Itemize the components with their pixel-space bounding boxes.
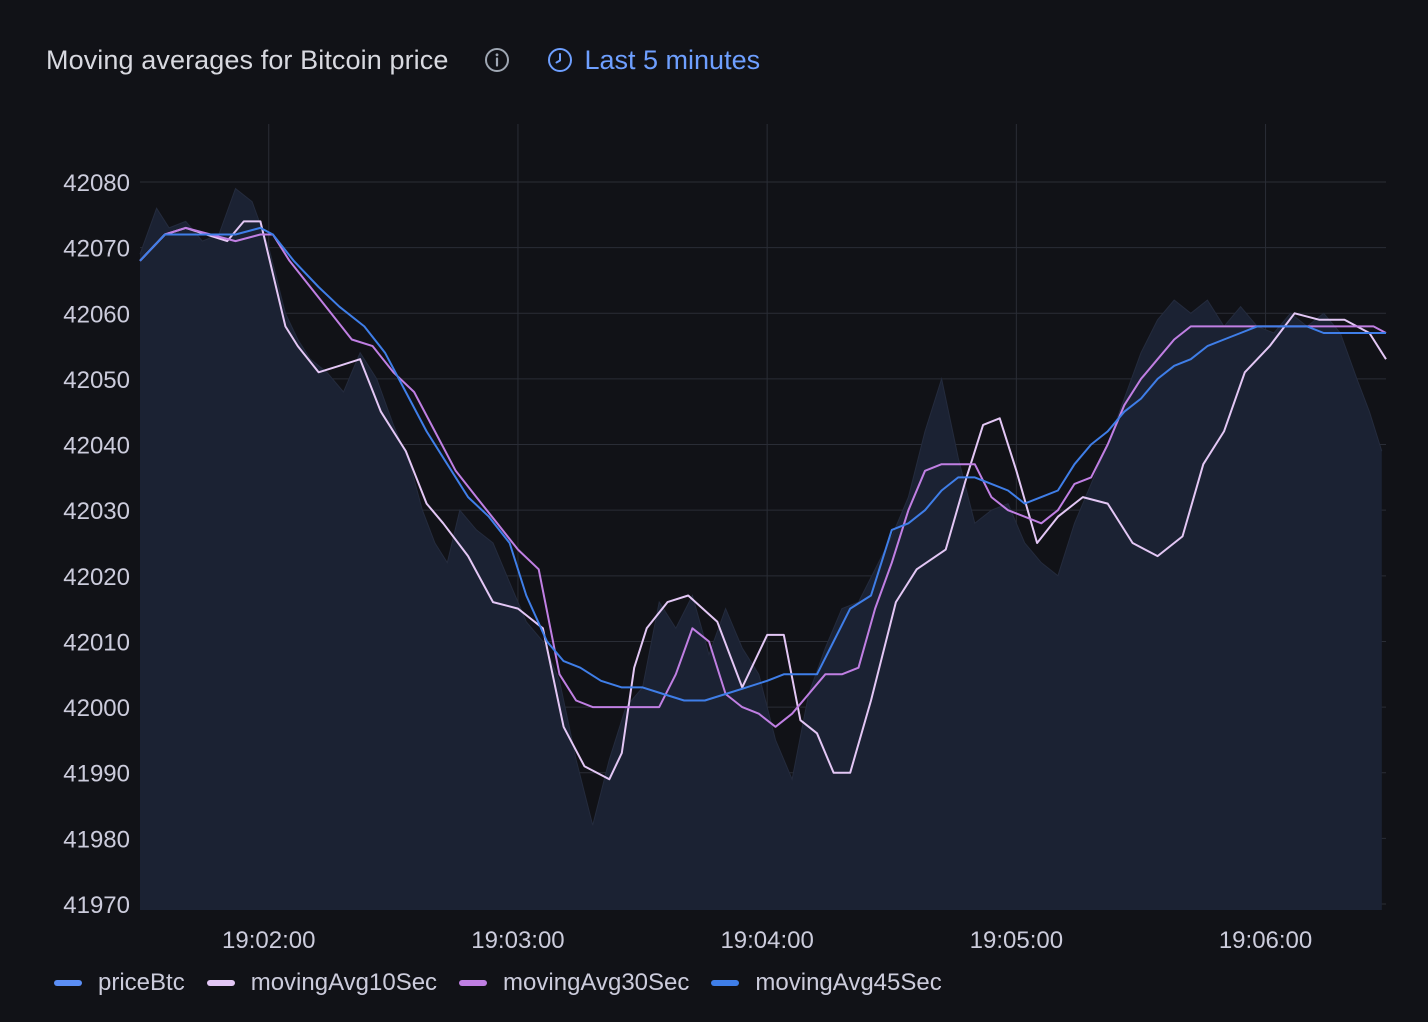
time-range-button[interactable]: Last 5 minutes	[547, 44, 761, 76]
legend-swatch	[54, 980, 82, 986]
legend-item-movingAvg45Sec[interactable]: movingAvg45Sec	[711, 969, 942, 997]
legend-item-priceBtc[interactable]: priceBtc	[54, 969, 185, 997]
y-tick-label: 42020	[63, 564, 130, 591]
chart-plot: 42080 42070 42060 42050 42040 42030 42020 42010…	[63, 124, 1387, 954]
clock-icon	[547, 46, 575, 74]
series-line-movingAvg10Sec	[139, 220, 1387, 781]
x-tick-label: 19:03:00	[471, 927, 564, 954]
x-tick-label: 19:04:00	[720, 927, 813, 954]
y-tick-label: 42040	[63, 433, 130, 460]
series-line-movingAvg30Sec	[139, 226, 1387, 728]
info-icon[interactable]	[483, 46, 511, 74]
y-tick-label: 42060	[63, 301, 130, 328]
y-tick-label: 41980	[63, 826, 130, 853]
legend-label: movingAvg45Sec	[755, 969, 942, 996]
legend-label: priceBtc	[98, 969, 185, 996]
legend-swatch	[459, 980, 488, 986]
panel-title: Moving averages for Bitcoin price	[46, 44, 449, 75]
legend-item-movingAvg10Sec[interactable]: movingAvg10Sec	[206, 969, 438, 997]
y-tick-label: 42080	[63, 170, 130, 197]
y-tick-label: 41990	[63, 761, 130, 788]
series-line-movingAvg45Sec	[139, 226, 1386, 702]
series-area-priceBtc	[140, 188, 1382, 911]
y-tick-label: 42000	[63, 695, 130, 722]
y-tick-label: 42050	[63, 367, 130, 394]
time-range-label: Last 5 minutes	[584, 44, 761, 75]
legend-label: movingAvg30Sec	[503, 969, 690, 996]
x-tick-label: 19:05:00	[970, 927, 1063, 954]
legend-label: movingAvg10Sec	[250, 969, 438, 996]
y-tick-label: 42010	[63, 629, 130, 656]
panel-header: Moving averages for Bitcoin price Last 5…	[46, 38, 760, 82]
y-tick-label: 41970	[63, 892, 130, 919]
y-tick-label: 42030	[63, 498, 130, 525]
series-edge-priceBtc	[139, 187, 1383, 826]
legend-item-movingAvg30Sec[interactable]: movingAvg30Sec	[459, 969, 689, 997]
chart-legend: priceBtc movingAvg10Sec movingAvg30Sec movi…	[54, 966, 942, 1000]
legend-swatch	[206, 980, 235, 986]
x-tick-label: 19:02:00	[222, 927, 315, 954]
x-tick-label: 19:06:00	[1219, 927, 1312, 954]
y-tick-label: 42070	[63, 236, 130, 263]
legend-swatch	[711, 980, 740, 986]
